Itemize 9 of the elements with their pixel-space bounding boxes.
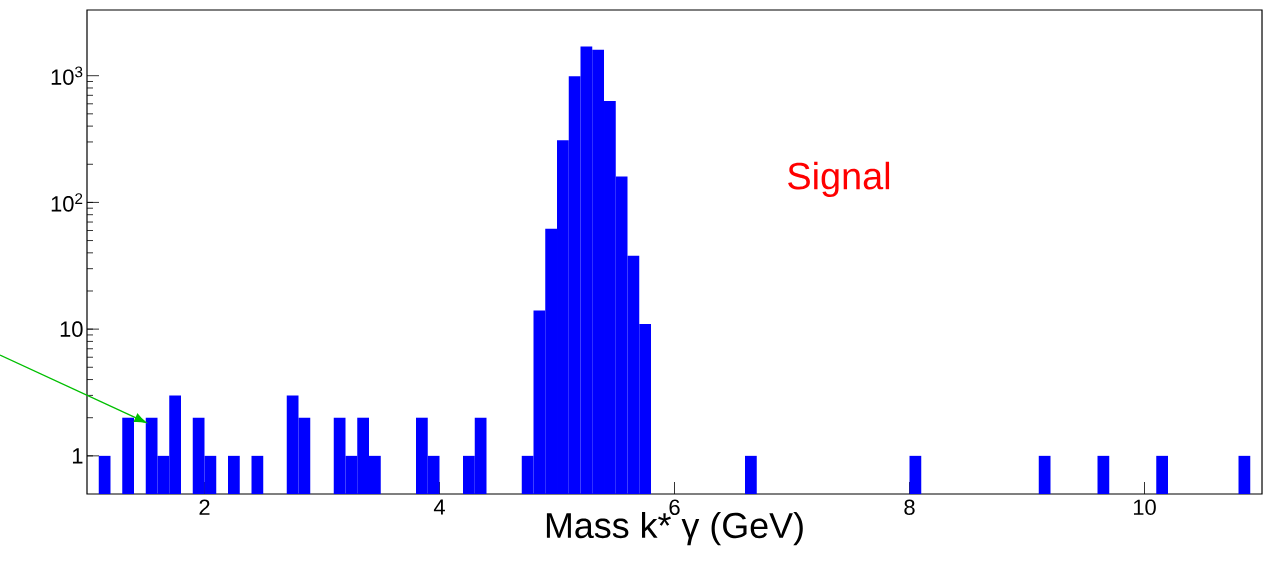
- y-tick-label: 10$^{3}$: [51, 66, 83, 85]
- annotation: Signal: [788, 161, 890, 198]
- x-tick-label: 4: [433, 499, 445, 515]
- y-tick-label: 10: [60, 321, 83, 337]
- x-tick-label: 8: [904, 499, 915, 516]
- y-tick-label: 10$^{2}$: [51, 193, 83, 212]
- y-tick-label: 1: [72, 448, 83, 464]
- x-tick-label: 10: [1133, 499, 1156, 516]
- x-tick-label: 2: [199, 499, 210, 515]
